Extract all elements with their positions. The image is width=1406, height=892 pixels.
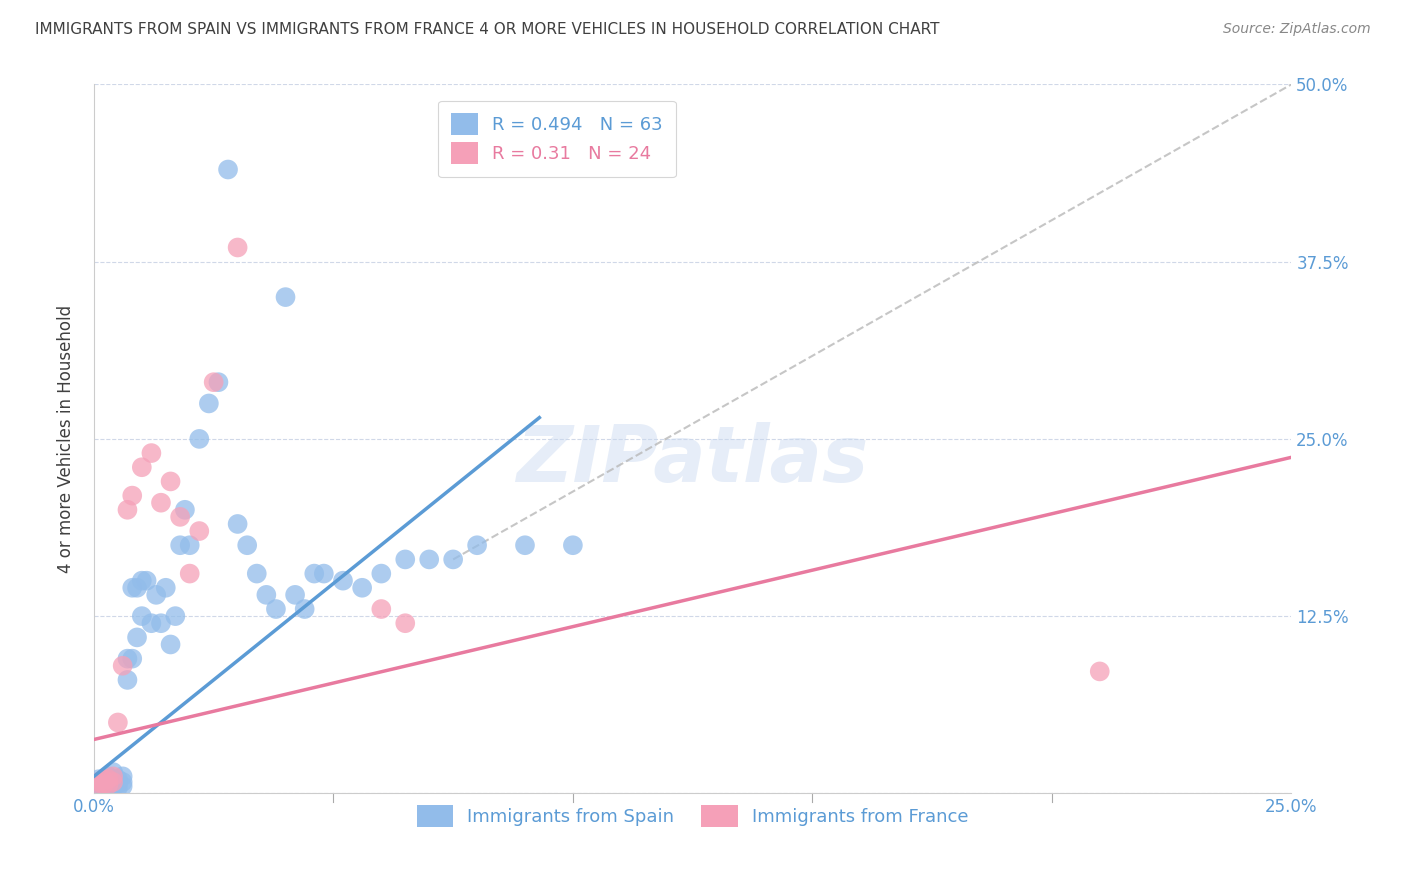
Point [226,516,249,531]
Point [121,489,143,503]
Point [93,776,115,790]
Legend: Immigrants from Spain, Immigrants from France: Immigrants from Spain, Immigrants from F… [409,797,976,834]
Point [246,566,269,581]
Point [131,574,153,588]
Point [394,616,416,631]
Point [111,779,134,793]
Point [107,776,129,790]
Point [117,503,139,517]
Point [169,538,191,552]
Point [87,775,110,789]
Point [159,475,181,489]
Point [111,658,134,673]
Point [117,673,139,687]
Point [465,538,488,552]
Point [107,715,129,730]
Point [198,396,221,410]
Point [226,240,249,254]
Point [217,162,239,177]
Point [274,290,297,304]
Point [131,460,153,475]
Point [332,574,354,588]
Point [159,638,181,652]
Point [93,772,115,787]
Point [131,609,153,624]
Point [87,779,110,793]
Point [97,782,120,797]
Point [394,552,416,566]
Text: Source: ZipAtlas.com: Source: ZipAtlas.com [1223,22,1371,37]
Point [284,588,307,602]
Point [165,609,187,624]
Point [513,538,536,552]
Point [1088,665,1111,679]
Point [111,775,134,789]
Point [149,616,172,631]
Point [254,588,277,602]
Point [264,602,287,616]
Point [236,538,259,552]
Point [141,446,163,460]
Point [304,566,326,581]
Point [97,772,120,787]
Point [117,651,139,665]
Point [93,772,115,787]
Point [93,782,115,797]
Point [93,779,115,793]
Point [135,574,157,588]
Point [145,588,167,602]
Point [93,778,115,792]
Point [121,581,143,595]
Point [97,769,120,783]
Point [87,775,110,789]
Point [169,509,191,524]
Point [125,631,148,645]
Y-axis label: 4 or more Vehicles in Household: 4 or more Vehicles in Household [58,305,75,573]
Point [87,778,110,792]
Point [188,432,211,446]
Point [179,538,201,552]
Point [207,375,229,389]
Point [101,765,124,780]
Point [101,775,124,789]
Point [352,581,374,595]
Text: IMMIGRANTS FROM SPAIN VS IMMIGRANTS FROM FRANCE 4 OR MORE VEHICLES IN HOUSEHOLD : IMMIGRANTS FROM SPAIN VS IMMIGRANTS FROM… [35,22,939,37]
Text: ZIPatlas: ZIPatlas [516,422,869,498]
Point [97,775,120,789]
Point [101,776,124,790]
Point [174,503,197,517]
Point [370,602,392,616]
Point [97,779,120,793]
Point [561,538,583,552]
Point [101,780,124,795]
Point [97,778,120,792]
Point [107,780,129,795]
Point [370,566,392,581]
Point [149,496,172,510]
Point [202,375,225,389]
Point [441,552,464,566]
Point [188,524,211,538]
Point [125,581,148,595]
Point [155,581,177,595]
Point [418,552,440,566]
Point [312,566,335,581]
Point [87,780,110,795]
Point [107,772,129,787]
Point [87,772,110,787]
Point [101,772,124,787]
Point [121,651,143,665]
Point [111,769,134,783]
Point [179,566,201,581]
Point [294,602,316,616]
Point [101,769,124,783]
Point [141,616,163,631]
